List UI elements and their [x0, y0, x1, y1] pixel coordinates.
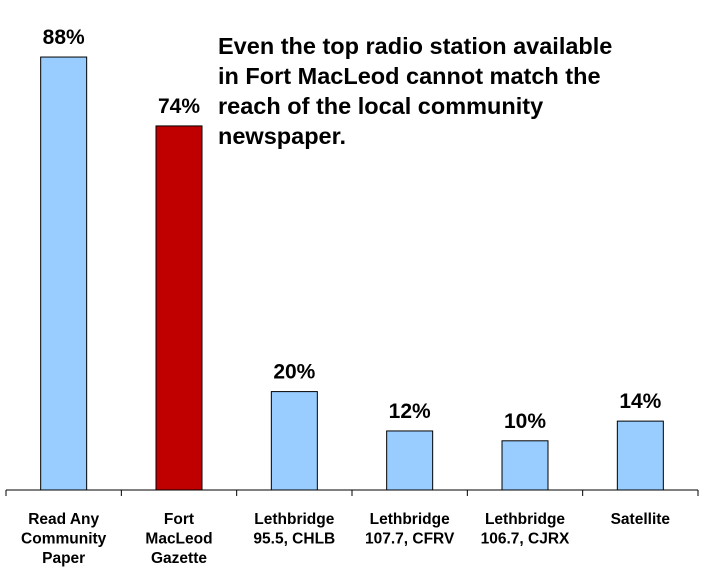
annotation-line: in Fort MacLeod cannot match the — [218, 63, 601, 89]
category-label: Read Any — [28, 511, 99, 528]
x-axis — [5, 489, 699, 496]
category-label: 95.5, CHLB — [253, 531, 335, 548]
category-label: Paper — [42, 550, 85, 567]
bar — [155, 125, 203, 491]
category-label: Gazette — [151, 550, 207, 567]
bar — [270, 391, 318, 491]
annotation-line: Even the top radio station available — [218, 33, 613, 59]
chart-annotation: Even the top radio station available in … — [218, 31, 688, 151]
category-label: 106.7, CJRX — [481, 531, 570, 548]
data-label: 14% — [619, 390, 661, 413]
category-label: MacLeod — [145, 531, 212, 548]
category-label: Lethbridge — [485, 511, 565, 528]
data-label: 88% — [43, 26, 85, 49]
data-label: 74% — [158, 95, 200, 118]
annotation-line: reach of the local community — [218, 93, 544, 119]
category-labels-group: Read Any Community Paper Fort MacLeod Gazette… — [21, 511, 670, 567]
data-label: 10% — [504, 410, 546, 433]
category-label: Lethbridge — [254, 511, 334, 528]
category-label: Community — [21, 531, 107, 548]
data-label: 20% — [273, 361, 315, 384]
bar — [616, 420, 664, 491]
bars-group — [40, 56, 664, 491]
category-label: 107.7, CFRV — [365, 531, 455, 548]
bar — [40, 56, 88, 491]
category-label: Satellite — [611, 511, 671, 528]
annotation-line: newspaper. — [218, 123, 346, 149]
bar — [386, 430, 434, 491]
data-labels-group: 88% 74% 20% 12% 10% 14% — [43, 26, 662, 433]
category-label: Lethbridge — [370, 511, 450, 528]
data-label: 12% — [389, 400, 431, 423]
bar — [501, 440, 549, 491]
category-label: Fort — [164, 511, 194, 528]
